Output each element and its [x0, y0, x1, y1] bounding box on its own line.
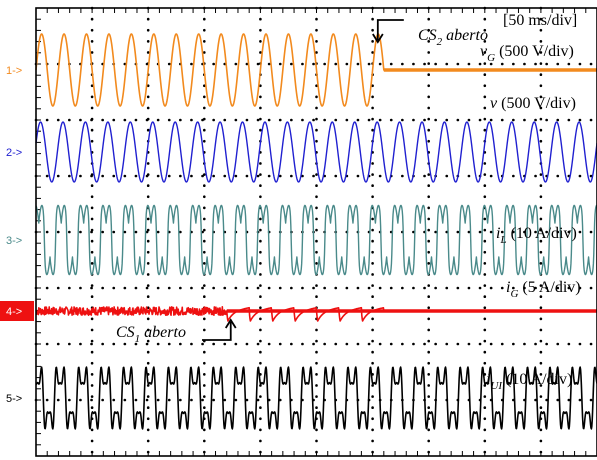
annotation-name: CS [116, 324, 135, 341]
label-subscript: UI [490, 380, 503, 392]
channel-markers: 1-> 2-> 3-> 4-> 5-> [0, 65, 34, 405]
trace-channel-3 [35, 204, 597, 276]
label-subscript: G [510, 288, 518, 300]
annotation-name: CS [418, 27, 437, 44]
channel-labels: vG (500 V/div)v (500 V/div)iL (10 A/div)… [480, 43, 581, 392]
trace-channel-2 [35, 121, 597, 183]
arrow-cs2 [376, 19, 404, 40]
label-subscript: L [499, 234, 506, 246]
label-channel-4: iG (5 A/div) [506, 279, 581, 300]
annotation-subscript: 1 [135, 333, 141, 345]
trace-channel-5 [35, 366, 597, 430]
marker-channel-5: 5-> [6, 393, 22, 405]
label-scale: (5 A/div) [518, 279, 580, 296]
arrowhead-cs2 [372, 33, 384, 44]
label-symbol: i [486, 371, 490, 388]
annotation-subscript: 2 [437, 36, 443, 48]
annotation-text: aberto [140, 324, 186, 341]
label-channel-3: iL (10 A/div) [496, 225, 577, 246]
marker-channel-4: 4-> [6, 306, 22, 318]
label-channel-2: v (500 V/div) [490, 95, 576, 112]
label-symbol: v [490, 95, 498, 112]
marker-channel-3: 3-> [6, 235, 22, 247]
plot-frame [35, 7, 597, 457]
marker-channel-2: 2-> [6, 147, 22, 159]
timebase-label: [50 ms/div] [503, 12, 577, 29]
label-channel-5: iUI (10 A/div) [486, 371, 572, 392]
annotation-cs1: CS1 aberto [116, 324, 186, 345]
traces [35, 33, 597, 430]
label-scale: (10 A/div) [502, 371, 572, 388]
label-channel-1: vG (500 V/div) [480, 43, 574, 64]
label-subscript: G [487, 52, 495, 64]
label-symbol: v [480, 43, 488, 60]
label-symbol: i [506, 279, 510, 296]
annotation-text: aberto [442, 27, 488, 44]
annotation-cs2: CS2 aberto [418, 27, 488, 48]
marker-box-channel-4 [0, 301, 34, 321]
arrowhead-cs1 [224, 318, 237, 329]
label-scale: (10 A/div) [507, 225, 577, 242]
label-scale: (500 V/div) [497, 95, 576, 112]
label-symbol: i [496, 225, 500, 242]
label-scale: (500 V/div) [495, 43, 574, 60]
arrow-cs1 [202, 322, 232, 341]
marker-channel-1: 1-> [6, 65, 22, 77]
